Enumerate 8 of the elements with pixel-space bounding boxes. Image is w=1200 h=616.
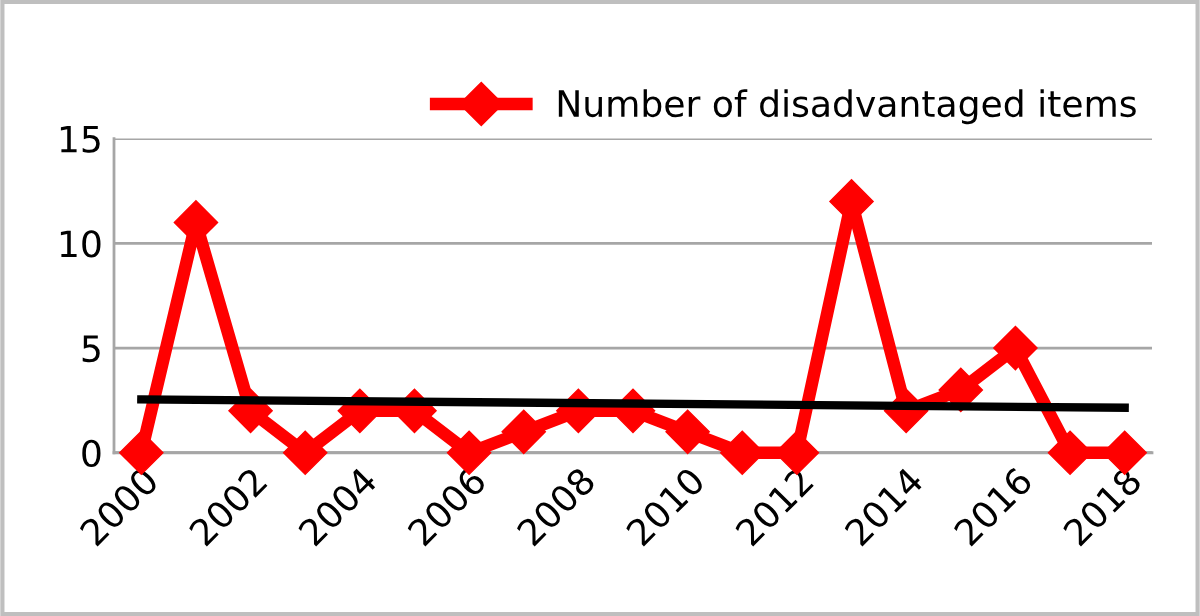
point	[993, 325, 1038, 371]
y-tick-label: 5	[82, 335, 100, 363]
y-tick-label: 0	[82, 439, 101, 467]
point	[665, 409, 710, 455]
legend-label: Number of disadvantaged items	[558, 89, 1136, 125]
y-tick-label: 15	[60, 125, 100, 153]
y-tick-label: 10	[60, 230, 101, 258]
point	[501, 409, 547, 455]
